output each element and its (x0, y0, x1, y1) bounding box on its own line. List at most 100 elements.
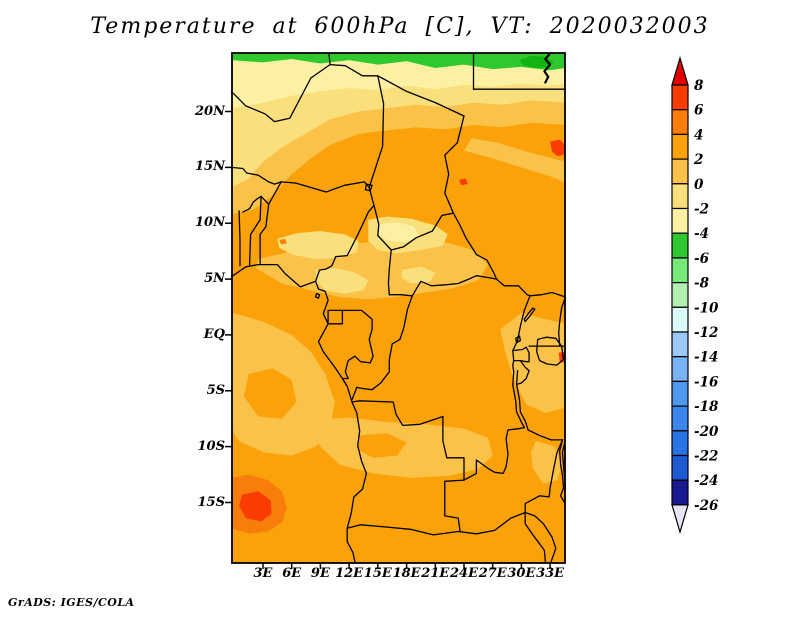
colorbar-tick-label: -6 (694, 251, 710, 267)
colorbar-tick-label: -16 (694, 374, 719, 390)
country-border (387, 249, 392, 296)
lat-tick-label: 10N (195, 215, 225, 231)
lon-tick-label: 21E (421, 566, 450, 581)
country-border (388, 275, 498, 297)
lat-tick-label: 10S (197, 438, 225, 454)
colorbar-tick-label: -12 (694, 325, 718, 341)
country-border (242, 195, 270, 213)
country-border (536, 336, 565, 366)
colorbar-cell (671, 257, 689, 284)
colorbar-tick-label: 2 (693, 152, 703, 168)
country-border (230, 52, 331, 123)
colorbar-cell (671, 158, 689, 185)
country-border (512, 371, 525, 429)
colorbar-cell (671, 282, 689, 308)
lat-tick-label: 5N (204, 271, 225, 287)
country-border (368, 75, 385, 189)
country-border (558, 296, 567, 347)
country-border (452, 212, 498, 280)
temperature-patch-orange (243, 368, 297, 419)
colorbar-cell (671, 405, 689, 432)
temperature-map (225, 52, 567, 569)
colorbar-cell (671, 183, 689, 210)
lat-tick-label: 15S (197, 494, 225, 510)
lon-tick-label: 30E (507, 566, 536, 581)
country-border (341, 309, 374, 387)
country-border (230, 166, 282, 185)
colorbar-cell (671, 133, 689, 160)
country-border (373, 204, 455, 251)
country-border (259, 203, 270, 265)
map-frame (231, 52, 566, 564)
colorbar-cell (671, 232, 689, 259)
country-border (444, 115, 465, 214)
lat-tick-label: 20N (195, 103, 225, 119)
temperature-patch-pale (277, 231, 359, 259)
colorbar-tick-label: 0 (694, 177, 704, 193)
temperature-patch-amber (464, 138, 566, 183)
colorbar-tick-label: -24 (694, 473, 718, 489)
country-border (524, 439, 564, 514)
lat-tick-label: 15N (195, 159, 225, 175)
country-border (444, 479, 465, 533)
temperature-patch-amber (531, 441, 562, 484)
country-border (238, 210, 241, 267)
colorbar-tick-label: -2 (694, 202, 709, 218)
colorbar-tick-label: -26 (694, 498, 719, 514)
colorbar-cell (671, 109, 689, 136)
country-border (515, 370, 529, 431)
colorbar-cell (671, 454, 689, 481)
country-border (351, 400, 465, 481)
lon-tick-label: 6E (282, 566, 302, 581)
temperature-patch-cream (378, 222, 419, 243)
country-border (512, 346, 530, 363)
country-border (495, 278, 567, 298)
colorbar-tick-label: -8 (694, 276, 710, 292)
temperature-patch-pale (401, 266, 436, 284)
country-border (351, 295, 413, 401)
temperature-patch-redorange (459, 178, 468, 186)
colorbar-cell (671, 356, 689, 383)
lon-tick-label: 33E (536, 566, 565, 581)
temperature-patch-orange (356, 433, 407, 458)
country-border (515, 335, 522, 344)
colorbar-tick-label: 4 (694, 127, 703, 143)
lon-tick-label: 9E (310, 566, 330, 581)
lat-tick-label: EQ (203, 326, 225, 342)
colorbar-tick-label: -18 (694, 399, 719, 415)
country-border (559, 439, 566, 504)
temperature-patch-dorange (279, 238, 287, 245)
country-border (523, 307, 536, 323)
country-border (346, 524, 478, 536)
country-border (463, 426, 525, 481)
country-border (524, 511, 546, 563)
lon-tick-label: 12E (335, 566, 364, 581)
colorbar-cell (671, 331, 689, 358)
country-border (248, 195, 262, 266)
colorbar-cell (671, 84, 689, 111)
colorbar-tick-label: -20 (694, 424, 719, 440)
plot-title: Temperature at 600hPa [C], VT: 202003200… (90, 14, 710, 39)
country-border (543, 53, 552, 84)
colorbar-cell (671, 430, 689, 457)
temperature-patch-redorange (239, 491, 272, 522)
country-border (364, 183, 373, 192)
colorbar-tick-label: 6 (694, 103, 704, 119)
colorbar-tick-label: 8 (694, 78, 704, 94)
lon-tick-label: 18E (392, 566, 421, 581)
country-border (314, 292, 321, 299)
grads-credit: GrADS: IGES/COLA (8, 596, 135, 609)
colorbar-tick-label: -14 (694, 350, 718, 366)
lat-tick-label: 5S (206, 382, 225, 398)
lon-tick-label: 15E (363, 566, 392, 581)
country-border (512, 295, 531, 373)
country-border (327, 309, 344, 325)
colorbar-arrow-bottom (671, 504, 689, 535)
temperature-patch-redorange (550, 139, 566, 157)
colorbar-cell (671, 207, 689, 234)
colorbar-cell (671, 306, 689, 333)
colorbar-cell (671, 479, 689, 506)
colorbar-tick-label: -4 (694, 226, 709, 242)
country-border (475, 511, 557, 563)
